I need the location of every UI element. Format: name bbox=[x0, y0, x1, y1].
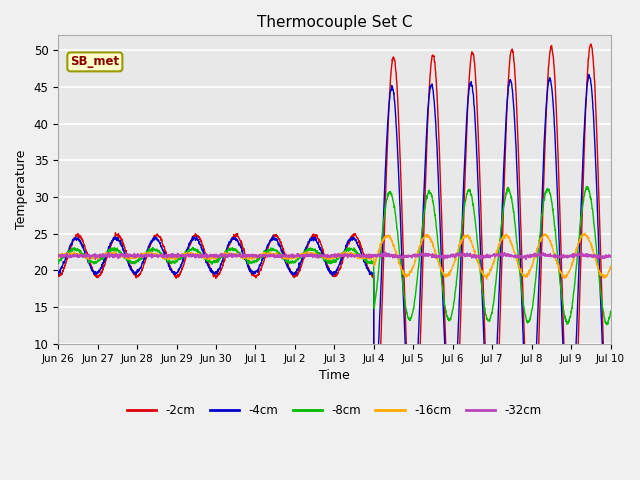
Title: Thermocouple Set C: Thermocouple Set C bbox=[257, 15, 412, 30]
Y-axis label: Temperature: Temperature bbox=[15, 150, 28, 229]
Legend: -2cm, -4cm, -8cm, -16cm, -32cm: -2cm, -4cm, -8cm, -16cm, -32cm bbox=[122, 399, 547, 421]
X-axis label: Time: Time bbox=[319, 369, 349, 382]
Text: SB_met: SB_met bbox=[70, 55, 120, 68]
